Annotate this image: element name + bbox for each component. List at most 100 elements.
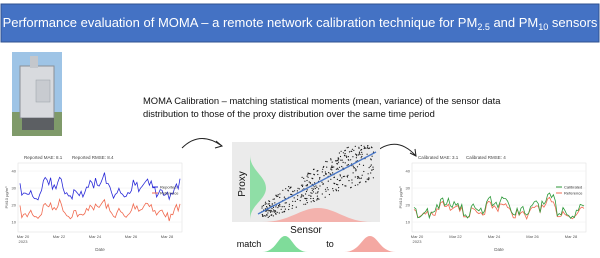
scatter-dot	[372, 166, 374, 168]
scatter-dot	[368, 177, 370, 179]
scatter-dot	[371, 169, 373, 171]
scatter-dot	[324, 171, 326, 173]
scatter-dot	[356, 155, 358, 157]
scatter-dot	[348, 151, 351, 153]
red-distribution	[344, 236, 396, 252]
scatter-dot	[292, 200, 294, 202]
scatter-dot	[347, 174, 349, 176]
scatter-dot	[279, 196, 281, 199]
scatter-dot	[303, 177, 305, 179]
scatter-dot	[339, 155, 342, 158]
scatter-dot	[321, 193, 323, 195]
axis-label: Date	[95, 247, 105, 252]
scatter-dot	[315, 192, 317, 194]
scatter-dot	[315, 185, 317, 187]
scatter-dot	[328, 172, 330, 174]
scatter-dot	[360, 157, 362, 159]
x-tick-year: 2023	[19, 239, 29, 244]
scatter-dot	[317, 197, 319, 199]
scatter-dot	[358, 176, 360, 179]
scatter-dot	[276, 211, 278, 213]
scatter-dot	[281, 206, 283, 208]
scatter-dot	[261, 207, 263, 209]
scatter-dot	[332, 188, 334, 190]
scatter-dot	[263, 204, 265, 207]
axis-label: Proxy	[237, 171, 248, 197]
scatter-dot	[372, 177, 374, 179]
scatter-dot	[351, 182, 353, 184]
annotation: Reported RMSE: 8.4	[72, 155, 114, 160]
scatter-dot	[344, 162, 346, 164]
scatter-dot	[274, 202, 276, 204]
scatter-dot	[312, 178, 314, 180]
scatter-dot	[330, 158, 332, 160]
scatter-dot	[305, 193, 307, 195]
scatter-dot	[281, 211, 283, 213]
scatter-dot	[305, 203, 307, 205]
scatter-dot	[370, 172, 372, 174]
scatter-dot	[306, 189, 308, 191]
scatter-dot	[364, 147, 366, 149]
scatter-dot	[310, 192, 312, 194]
scatter-dot	[306, 175, 308, 177]
scatter-dot	[291, 207, 293, 209]
scatter-dot	[333, 166, 335, 168]
scatter-dot	[330, 178, 332, 180]
plot-area	[17, 162, 183, 233]
scatter-dot	[336, 163, 338, 165]
description-line: distribution to those of the proxy distr…	[143, 108, 435, 119]
scatter-dot	[301, 176, 303, 178]
scatter-dot	[278, 212, 280, 214]
title-text: Performance evaluation of MOMA – a remot…	[3, 15, 478, 30]
scatter-dot	[277, 194, 279, 196]
scatter-dot	[342, 152, 344, 154]
scatter-dot	[306, 185, 308, 187]
title-text: and PM	[490, 15, 538, 30]
scatter-dot	[336, 160, 338, 162]
scatter-dot	[342, 175, 344, 178]
scatter-dot	[316, 199, 318, 201]
series-line	[413, 192, 585, 220]
scatter-dot	[300, 184, 303, 186]
scatter-dot	[330, 168, 332, 170]
scatter-dot	[266, 214, 268, 216]
x-tick-year: 2023	[413, 239, 423, 244]
scatter-dot	[340, 150, 342, 152]
scatter-dot	[316, 186, 318, 188]
scatter-dot	[366, 153, 368, 155]
scatter-dot	[335, 168, 337, 170]
axis-label: PM10 µg/m³	[398, 186, 403, 209]
arrow	[377, 143, 417, 157]
scatter-dot	[344, 155, 346, 157]
scatter-dot	[346, 147, 348, 149]
scatter-dot	[344, 153, 346, 155]
scatter-dot	[342, 167, 344, 169]
x-tick-label: Mar 28	[565, 234, 578, 239]
scatter-dot	[338, 152, 340, 154]
scatter-dot	[326, 187, 328, 189]
title-text: sensors	[548, 15, 598, 30]
scatter-dot	[348, 159, 350, 161]
scatter-dot	[274, 211, 276, 213]
match-text: to	[326, 239, 334, 249]
photo-door	[35, 79, 51, 103]
scatter-dot	[275, 206, 277, 208]
scatter-dot	[367, 173, 369, 175]
scatter-dot	[347, 156, 349, 158]
scatter-dot	[307, 174, 309, 176]
arrow-head	[409, 148, 417, 157]
scatter-dot	[277, 195, 279, 197]
scatter-dot	[346, 156, 348, 158]
scatter-dot	[311, 189, 313, 191]
scatter-dot	[293, 197, 295, 199]
scatter-dot	[331, 161, 333, 163]
scatter-dot	[308, 194, 310, 196]
scatter-dot	[339, 179, 342, 181]
scatter-dot	[287, 190, 289, 192]
scatter-dot	[368, 167, 370, 169]
scatter-dot	[310, 197, 312, 200]
scatter-dot	[301, 194, 303, 196]
scatter-dot	[264, 203, 266, 205]
scatter-dot	[361, 153, 363, 155]
scatter-dot	[342, 184, 344, 186]
